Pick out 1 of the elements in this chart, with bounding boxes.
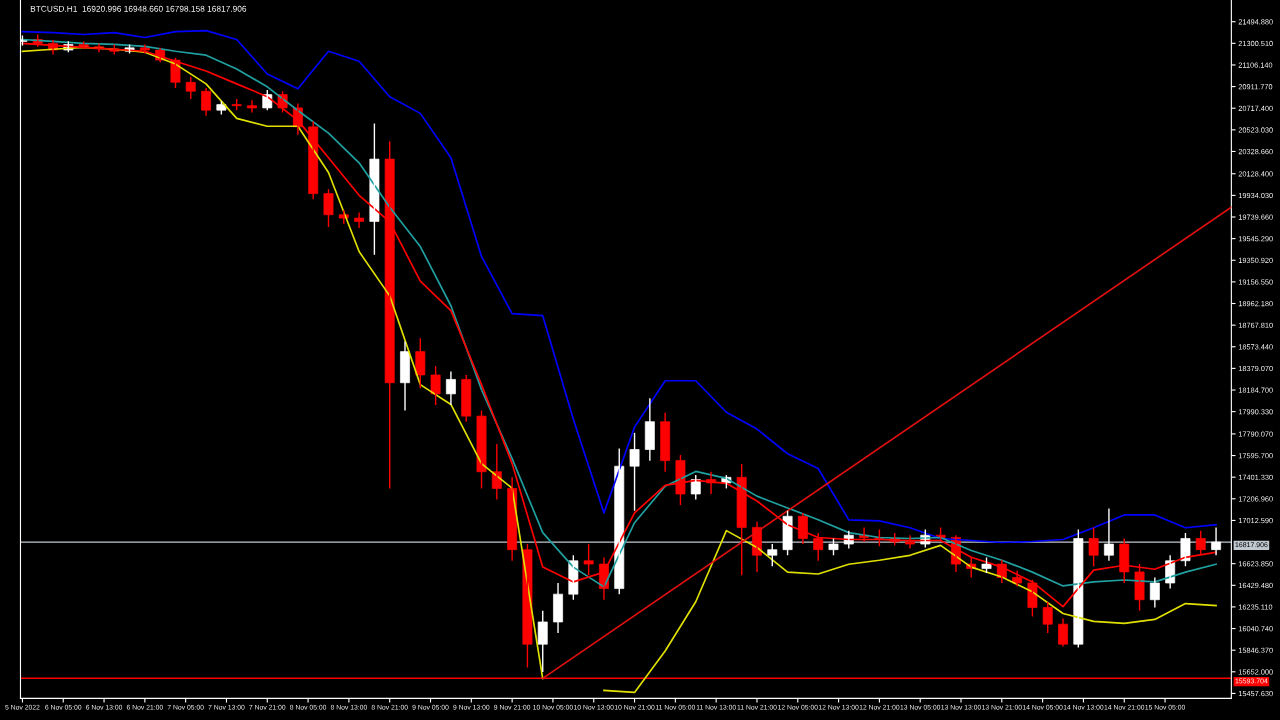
text: BTCUSD.H1 16920.996 16948.660 16798.158 16817.906: [30, 5, 247, 12]
